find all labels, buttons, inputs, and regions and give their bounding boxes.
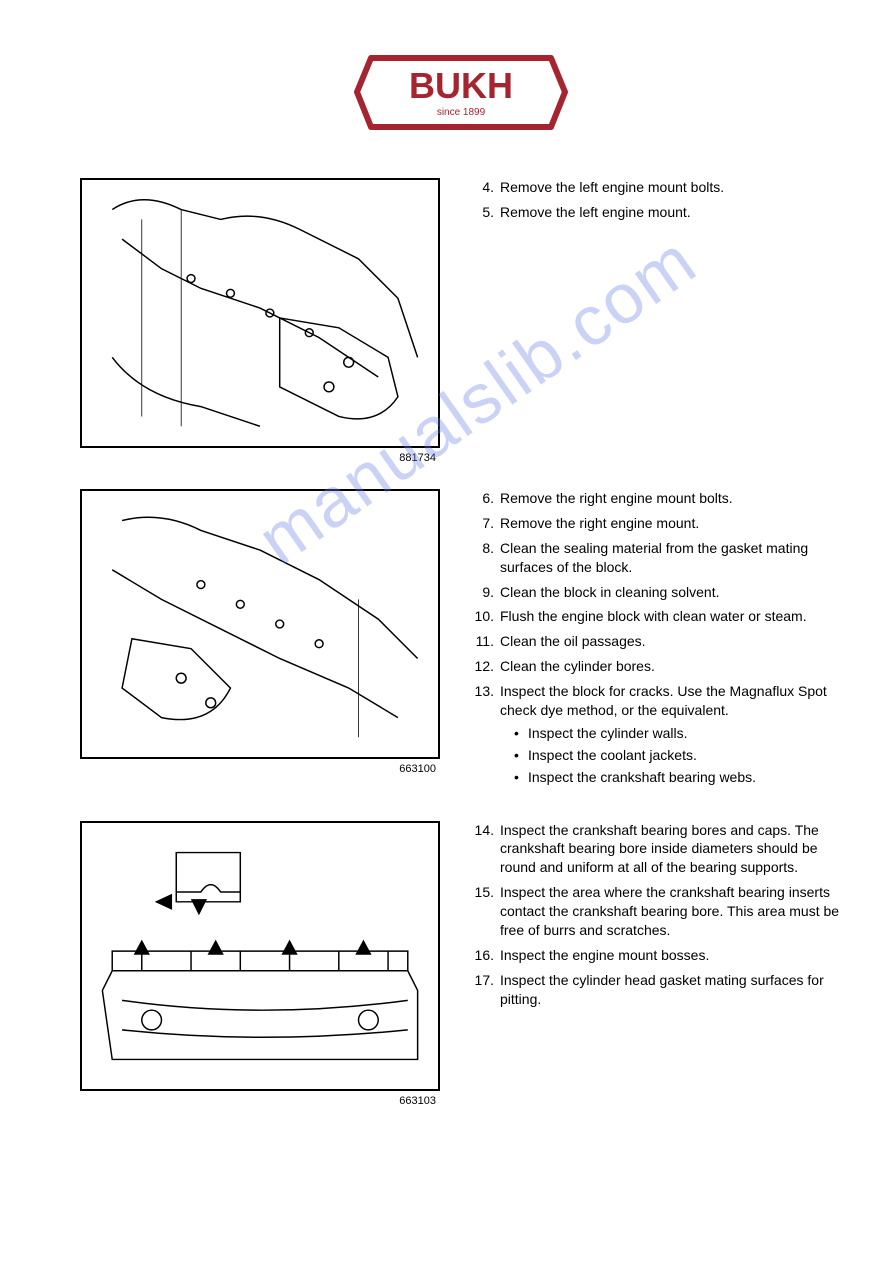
step-11: 11. Clean the oil passages.: [468, 632, 842, 651]
step-14: 14. Inspect the crankshaft bearing bores…: [468, 821, 842, 878]
step-5: 5. Remove the left engine mount.: [468, 203, 842, 222]
step-6: 6. Remove the right engine mount bolts.: [468, 489, 842, 508]
step-number: 8.: [468, 539, 494, 577]
section-3: 663103 14. Inspect the crankshaft bearin…: [80, 821, 842, 1107]
step-text: Remove the right engine mount.: [500, 514, 842, 533]
tech-drawing-3: [82, 823, 438, 1089]
tech-drawing-2: [82, 491, 438, 757]
step-number: 14.: [468, 821, 494, 878]
step-7: 7. Remove the right engine mount.: [468, 514, 842, 533]
section-2: 663100 6. Remove the right engine mount …: [80, 489, 842, 796]
figure-1-id: 881734: [80, 452, 440, 464]
figure-3-id: 663103: [80, 1095, 440, 1107]
bullet-icon: •: [514, 746, 528, 765]
sub-item: • Inspect the cylinder walls.: [500, 724, 842, 743]
step-15: 15. Inspect the area where the crankshaf…: [468, 883, 842, 940]
figure-3: 663103: [80, 821, 440, 1107]
sub-text: Inspect the crankshaft bearing webs.: [528, 768, 756, 787]
figure-2: 663100: [80, 489, 440, 775]
step-number: 6.: [468, 489, 494, 508]
step-9: 9. Clean the block in cleaning solvent.: [468, 583, 842, 602]
step-text: Clean the oil passages.: [500, 632, 842, 651]
logo-subtext: since 1899: [437, 107, 486, 118]
step-17: 17. Inspect the cylinder head gasket mat…: [468, 971, 842, 1009]
step-text: Inspect the block for cracks. Use the Ma…: [500, 682, 842, 789]
step-number: 4.: [468, 178, 494, 197]
step-4: 4. Remove the left engine mount bolts.: [468, 178, 842, 197]
step-text: Inspect the engine mount bosses.: [500, 946, 842, 965]
step-text: Clean the block in cleaning solvent.: [500, 583, 842, 602]
step-number: 15.: [468, 883, 494, 940]
tech-drawing-1: [82, 180, 438, 446]
figure-3-image: [80, 821, 440, 1091]
step-number: 13.: [468, 682, 494, 789]
bullet-icon: •: [514, 768, 528, 787]
step-number: 17.: [468, 971, 494, 1009]
step-10: 10. Flush the engine block with clean wa…: [468, 607, 842, 626]
sub-text: Inspect the coolant jackets.: [528, 746, 697, 765]
step-number: 5.: [468, 203, 494, 222]
logo-container: BUKH since 1899: [80, 50, 842, 138]
step-text: Flush the engine block with clean water …: [500, 607, 842, 626]
step-12: 12. Clean the cylinder bores.: [468, 657, 842, 676]
step-text: Remove the left engine mount.: [500, 203, 842, 222]
step-number: 11.: [468, 632, 494, 651]
step-text: Clean the cylinder bores.: [500, 657, 842, 676]
step-13-main: Inspect the block for cracks. Use the Ma…: [500, 683, 827, 718]
sub-item: • Inspect the coolant jackets.: [500, 746, 842, 765]
bullet-icon: •: [514, 724, 528, 743]
sub-item: • Inspect the crankshaft bearing webs.: [500, 768, 842, 787]
step-text: Remove the left engine mount bolts.: [500, 178, 842, 197]
sub-text: Inspect the cylinder walls.: [528, 724, 688, 743]
figure-1-image: [80, 178, 440, 448]
figure-2-image: [80, 489, 440, 759]
step-number: 7.: [468, 514, 494, 533]
step-text: Remove the right engine mount bolts.: [500, 489, 842, 508]
step-number: 10.: [468, 607, 494, 626]
step-text: Inspect the crankshaft bearing bores and…: [500, 821, 842, 878]
step-text: Inspect the cylinder head gasket mating …: [500, 971, 842, 1009]
step-13: 13. Inspect the block for cracks. Use th…: [468, 682, 842, 789]
figure-2-id: 663100: [80, 763, 440, 775]
step-16: 16. Inspect the engine mount bosses.: [468, 946, 842, 965]
step-text: Clean the sealing material from the gask…: [500, 539, 842, 577]
figure-1: 881734: [80, 178, 440, 464]
section-1: 881734 4. Remove the left engine mount b…: [80, 178, 842, 464]
step-number: 16.: [468, 946, 494, 965]
steps-block-2: 6. Remove the right engine mount bolts. …: [468, 489, 842, 796]
step-number: 12.: [468, 657, 494, 676]
logo-brand: BUKH: [409, 65, 513, 106]
step-number: 9.: [468, 583, 494, 602]
step-text: Inspect the area where the crankshaft be…: [500, 883, 842, 940]
step-8: 8. Clean the sealing material from the g…: [468, 539, 842, 577]
steps-block-3: 14. Inspect the crankshaft bearing bores…: [468, 821, 842, 1015]
steps-block-1: 4. Remove the left engine mount bolts. 5…: [468, 178, 842, 228]
step-13-sublist: • Inspect the cylinder walls. • Inspect …: [500, 724, 842, 787]
bukh-logo: BUKH since 1899: [351, 50, 571, 135]
